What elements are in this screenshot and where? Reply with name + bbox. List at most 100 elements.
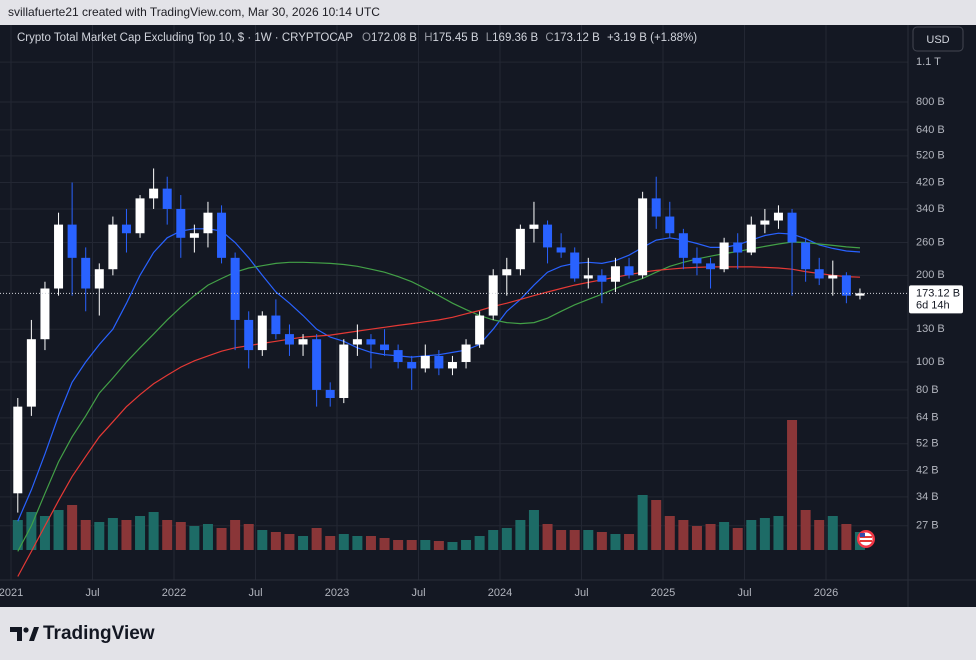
volume-bar [94,522,105,550]
volume-bar [610,534,621,550]
volume-bar [461,540,472,550]
y-tick-label: 800 B [916,96,945,108]
y-tick-label: 520 B [916,150,945,162]
x-tick-label: Jul [411,587,425,599]
y-tick-label: 1.1 T [916,56,941,68]
volume-bar [216,528,227,550]
candle-body [339,344,349,398]
moving-average-line [17,266,861,577]
volume-bar [787,420,798,550]
change: +3.19 B (+1.88%) [607,32,697,44]
last-price-label: 173.12 B [916,287,960,299]
candle-body [189,233,199,238]
y-tick-label: 64 B [916,412,939,424]
volume-bar [664,516,675,550]
volume-bar [80,520,91,550]
volume-bar [705,524,716,550]
candle-body [447,362,457,369]
volume-bar [637,495,648,550]
candle-body [597,275,607,282]
candle-body [801,242,811,270]
volume-bar [325,536,336,550]
candle-body [488,275,498,316]
candle-body [556,247,566,253]
volume-bar [746,520,757,550]
volume-bar [542,524,553,550]
candle-body [26,339,36,407]
candle-body [230,257,240,320]
volume-bar [406,540,417,550]
candle-body [135,198,145,234]
y-tick-label: 34 B [916,491,939,503]
currency-button[interactable] [912,26,964,52]
x-tick-label: 2025 [651,587,675,599]
volume-bar [107,518,118,550]
volume-bar [515,520,526,550]
volume-bar [67,505,78,550]
volume-bar [26,512,37,550]
volume-bar [148,512,159,550]
top-strip [0,0,976,25]
brand-name: TradingView [43,623,155,644]
volume-bar [596,532,607,550]
bottom-strip [0,607,976,660]
volume-bar [691,526,702,550]
candle-body [828,275,838,279]
chart-title: Crypto Total Market Cap Excluding Top 10… [17,32,353,44]
x-tick-label: 2023 [325,587,349,599]
candle-body [502,269,512,276]
candle-body [706,263,716,270]
last-price-box [909,285,963,314]
candle-body [67,224,77,258]
volume-bar [773,516,784,550]
candle-body [284,334,294,345]
candle-body [203,212,213,234]
candle-body [733,242,743,253]
volume-bar [501,528,512,550]
author-note: svillafuerte21 created with TradingView.… [8,5,380,19]
candle-body [162,188,172,209]
candle-body [855,293,865,296]
volume-bar [365,536,376,550]
candle-body [176,208,186,238]
candle-body [312,339,322,390]
ohlc-key: C [545,32,553,44]
candle-body [81,257,91,289]
volume-bar [651,500,662,550]
candle-body [217,212,227,258]
candle-body [773,212,783,221]
candle-body [298,339,308,345]
volume-bar [39,516,50,550]
volume-bar [678,520,689,550]
volume-bar [759,518,770,550]
candle-body [529,224,539,229]
y-tick-label: 100 B [916,356,945,368]
candle-body [407,362,417,369]
candle-body [692,257,702,264]
volume-bar [338,534,349,550]
candle-body [678,233,688,258]
volume-bar [814,520,825,550]
volume-bar [298,536,309,550]
volume-bar [488,530,499,550]
x-tick-label: 2022 [162,587,186,599]
candle-body [325,389,335,398]
volume-bar [270,532,281,550]
volume-bar [379,538,390,550]
candle-body [570,252,580,279]
volume-bar [243,524,254,550]
candle-body [366,339,376,345]
y-tick-label: 130 B [916,323,945,335]
volume-bar [393,540,404,550]
volume-bar [420,540,431,550]
ohlc-value: 169.36 B [492,32,538,44]
x-tick-label: 2026 [814,587,838,599]
volume-bar [624,534,635,550]
brand-logo [10,627,39,641]
candle-body [814,269,824,279]
y-tick-label: 420 B [916,176,945,188]
y-tick-label: 52 B [916,438,939,450]
y-tick-label: 640 B [916,124,945,136]
ohlc-value: 175.45 B [433,32,479,44]
